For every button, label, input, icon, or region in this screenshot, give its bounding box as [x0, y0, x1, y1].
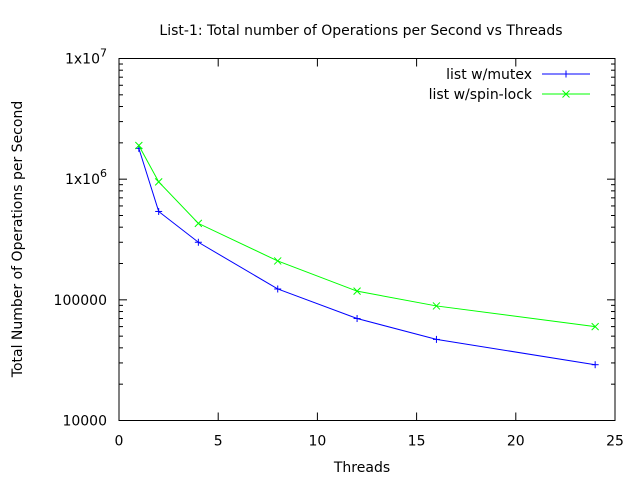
x-axis-label: Threads [333, 460, 390, 476]
data-point [353, 287, 361, 296]
data-point [591, 361, 599, 369]
x-tick-label: 10 [308, 434, 326, 450]
data-point [194, 219, 203, 228]
data-point [194, 238, 202, 246]
x-tick-label: 0 [115, 434, 124, 450]
series-group [134, 141, 600, 369]
y-tick-label: 1x107 [65, 47, 107, 68]
y-tick-exponent: 7 [100, 47, 107, 60]
data-point [155, 207, 163, 215]
legend-label: list w/spin-lock [429, 87, 533, 103]
data-point [562, 70, 570, 78]
data-point [274, 285, 282, 293]
y-tick-label: 100000 [54, 293, 107, 309]
x-tick-label: 20 [507, 434, 525, 450]
y-tick-exponent: 6 [100, 167, 107, 180]
legend-label: list w/mutex [446, 67, 532, 83]
data-point [591, 322, 600, 331]
legend: list w/mutex list w/spin-lock [429, 67, 590, 103]
axis-ticks: 0 5 10 15 20 25 10000 100000 1x106 1x107 [54, 47, 624, 450]
y-tick-label: 10000 [62, 414, 107, 430]
x-tick-label: 15 [408, 434, 426, 450]
series-mutex [135, 144, 599, 369]
plot-area [118, 58, 616, 421]
data-point [432, 302, 441, 310]
chart-title: List-1: Total number of Operations per S… [159, 23, 562, 39]
point-stroke [134, 141, 143, 150]
series-line [138, 148, 596, 366]
point-stroke [273, 257, 282, 265]
y-tick-label: 1x106 [65, 167, 107, 188]
x-tick-label: 5 [214, 434, 223, 450]
point-stroke [432, 302, 441, 310]
x-tick-label: 25 [606, 434, 624, 450]
data-point [562, 90, 570, 98]
data-point [353, 315, 361, 323]
point-stroke [154, 178, 163, 186]
data-point [134, 141, 143, 150]
point-stroke [353, 287, 361, 296]
point-stroke [562, 90, 570, 98]
data-point [432, 335, 440, 343]
point-stroke [591, 322, 600, 331]
series-line [138, 145, 596, 328]
data-point [154, 178, 163, 186]
data-point [273, 257, 282, 265]
point-stroke [194, 219, 203, 228]
series-spin-lock [134, 141, 600, 331]
y-axis-label: Total Number of Operations per Second [10, 101, 26, 378]
